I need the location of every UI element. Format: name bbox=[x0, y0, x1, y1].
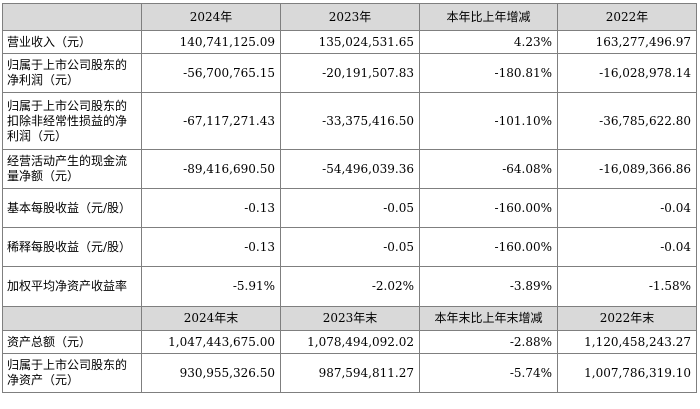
table-row: 稀释每股收益（元/股） -0.13 -0.05 -160.00% -0.04 bbox=[2, 227, 697, 267]
header-cell-2024: 2024年 bbox=[141, 3, 281, 31]
row-label: 归属于上市公司股东的净利润（元） bbox=[2, 53, 142, 93]
table-row: 归属于上市公司股东的净资产（元） 930,955,326.50 987,594,… bbox=[2, 353, 697, 393]
value-2024: -56,700,765.15 bbox=[141, 53, 281, 93]
financial-table-container: 2024年 2023年 本年比上年增减 2022年 营业收入（元） 140,74… bbox=[2, 3, 697, 393]
row-label: 资产总额（元） bbox=[2, 330, 142, 354]
financial-summary-table: 2024年 2023年 本年比上年增减 2022年 营业收入（元） 140,74… bbox=[2, 3, 697, 393]
value-2022: -16,089,366.86 bbox=[557, 149, 697, 189]
table-row: 归属于上市公司股东的净利润（元） -56,700,765.15 -20,191,… bbox=[2, 53, 697, 93]
table-row: 经营活动产生的现金流量净额（元） -89,416,690.50 -54,496,… bbox=[2, 149, 697, 189]
value-2023: -33,375,416.50 bbox=[280, 92, 420, 150]
value-2024: -0.13 bbox=[141, 227, 281, 267]
value-change: -101.10% bbox=[419, 92, 558, 150]
value-2023: -0.05 bbox=[280, 227, 420, 267]
row-label: 归属于上市公司股东的净资产（元） bbox=[2, 353, 142, 393]
header-cell-blank bbox=[2, 306, 142, 331]
header-cell-2023-end: 2023年末 bbox=[280, 306, 420, 331]
table-row: 加权平均净资产收益率 -5.91% -2.02% -3.89% -1.58% bbox=[2, 266, 697, 307]
table-row: 营业收入（元） 140,741,125.09 135,024,531.65 4.… bbox=[2, 30, 697, 54]
value-2023: -0.05 bbox=[280, 188, 420, 228]
value-change: 4.23% bbox=[419, 30, 558, 54]
row-label: 经营活动产生的现金流量净额（元） bbox=[2, 149, 142, 189]
table-row: 归属于上市公司股东的扣除非经常性损益的净利润（元） -67,117,271.43… bbox=[2, 92, 697, 150]
value-2023-end: 1,078,494,092.02 bbox=[280, 330, 420, 354]
value-change-end: -5.74% bbox=[419, 353, 558, 393]
value-2022-end: 1,007,786,319.10 bbox=[557, 353, 697, 393]
value-2023-end: 987,594,811.27 bbox=[280, 353, 420, 393]
value-change: -180.81% bbox=[419, 53, 558, 93]
header-cell-change: 本年比上年增减 bbox=[419, 3, 558, 31]
row-label: 加权平均净资产收益率 bbox=[2, 266, 142, 307]
value-2022: -0.04 bbox=[557, 188, 697, 228]
value-2022-end: 1,120,458,243.27 bbox=[557, 330, 697, 354]
value-2023: -54,496,039.36 bbox=[280, 149, 420, 189]
value-change: -64.08% bbox=[419, 149, 558, 189]
value-2024-end: 930,955,326.50 bbox=[141, 353, 281, 393]
value-2023: -2.02% bbox=[280, 266, 420, 307]
value-2023: -20,191,507.83 bbox=[280, 53, 420, 93]
row-label: 营业收入（元） bbox=[2, 30, 142, 54]
value-2022: 163,277,496.97 bbox=[557, 30, 697, 54]
header-row-annual: 2024年 2023年 本年比上年增减 2022年 bbox=[2, 3, 697, 31]
header-cell-change-end: 本年末比上年末增减 bbox=[419, 306, 558, 331]
value-2024: -5.91% bbox=[141, 266, 281, 307]
value-2024: 140,741,125.09 bbox=[141, 30, 281, 54]
row-label: 稀释每股收益（元/股） bbox=[2, 227, 142, 267]
value-2024: -67,117,271.43 bbox=[141, 92, 281, 150]
row-label: 基本每股收益（元/股） bbox=[2, 188, 142, 228]
header-cell-2023: 2023年 bbox=[280, 3, 420, 31]
header-cell-2024-end: 2024年末 bbox=[141, 306, 281, 331]
table-row: 资产总额（元） 1,047,443,675.00 1,078,494,092.0… bbox=[2, 330, 697, 354]
header-cell-2022-end: 2022年末 bbox=[557, 306, 697, 331]
value-2024: -89,416,690.50 bbox=[141, 149, 281, 189]
header-cell-blank bbox=[2, 3, 142, 31]
value-2023: 135,024,531.65 bbox=[280, 30, 420, 54]
header-row-yearend: 2024年末 2023年末 本年末比上年末增减 2022年末 bbox=[2, 306, 697, 331]
value-change: -160.00% bbox=[419, 188, 558, 228]
value-2024: -0.13 bbox=[141, 188, 281, 228]
table-row: 基本每股收益（元/股） -0.13 -0.05 -160.00% -0.04 bbox=[2, 188, 697, 228]
row-label: 归属于上市公司股东的扣除非经常性损益的净利润（元） bbox=[2, 92, 142, 150]
value-2022: -0.04 bbox=[557, 227, 697, 267]
value-change-end: -2.88% bbox=[419, 330, 558, 354]
value-2022: -1.58% bbox=[557, 266, 697, 307]
value-change: -3.89% bbox=[419, 266, 558, 307]
value-2022: -16,028,978.14 bbox=[557, 53, 697, 93]
header-cell-2022: 2022年 bbox=[557, 3, 697, 31]
value-2024-end: 1,047,443,675.00 bbox=[141, 330, 281, 354]
value-change: -160.00% bbox=[419, 227, 558, 267]
value-2022: -36,785,622.80 bbox=[557, 92, 697, 150]
